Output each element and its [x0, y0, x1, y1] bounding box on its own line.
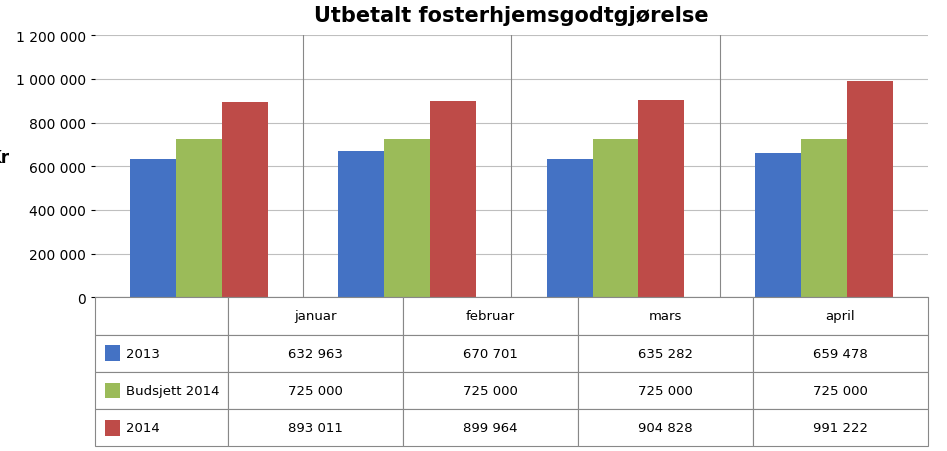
Bar: [338, 152, 384, 298]
Bar: [403, 372, 578, 410]
Bar: [228, 298, 403, 335]
Bar: [755, 154, 801, 298]
Bar: [222, 103, 268, 298]
Bar: [228, 410, 403, 446]
Text: 725 000: 725 000: [813, 384, 868, 397]
Bar: [105, 383, 119, 399]
Text: februar: februar: [466, 310, 515, 323]
Text: 899 964: 899 964: [463, 421, 518, 434]
Title: Utbetalt fosterhjemsgodtgjørelse: Utbetalt fosterhjemsgodtgjørelse: [314, 6, 708, 26]
Bar: [753, 410, 928, 446]
Text: 670 701: 670 701: [463, 347, 518, 360]
Text: Budsjett 2014: Budsjett 2014: [126, 384, 220, 397]
Bar: [403, 335, 578, 372]
Bar: [578, 298, 753, 335]
Bar: [578, 410, 753, 446]
Bar: [105, 420, 119, 436]
Text: 659 478: 659 478: [813, 347, 868, 360]
Bar: [638, 101, 685, 298]
Text: 2014: 2014: [126, 421, 160, 434]
Bar: [847, 82, 893, 298]
Bar: [228, 372, 403, 410]
Bar: [403, 410, 578, 446]
Text: 725 000: 725 000: [463, 384, 518, 397]
Text: 904 828: 904 828: [638, 421, 693, 434]
Text: 991 222: 991 222: [813, 421, 868, 434]
Bar: [753, 298, 928, 335]
Bar: [105, 345, 119, 361]
Text: mars: mars: [649, 310, 682, 323]
Bar: [228, 335, 403, 372]
Bar: [95, 335, 228, 372]
Text: 893 011: 893 011: [288, 421, 343, 434]
Bar: [95, 410, 228, 446]
Y-axis label: Kr: Kr: [0, 149, 9, 167]
Bar: [430, 101, 476, 298]
Bar: [546, 159, 593, 298]
Text: 725 000: 725 000: [638, 384, 693, 397]
Text: april: april: [826, 310, 855, 323]
Bar: [384, 140, 430, 298]
Text: 635 282: 635 282: [638, 347, 693, 360]
Text: 725 000: 725 000: [288, 384, 343, 397]
Bar: [593, 140, 638, 298]
Bar: [130, 160, 176, 298]
Bar: [753, 335, 928, 372]
Text: 632 963: 632 963: [288, 347, 343, 360]
Bar: [578, 335, 753, 372]
Bar: [95, 298, 228, 335]
Bar: [176, 140, 222, 298]
Bar: [578, 372, 753, 410]
Text: januar: januar: [295, 310, 337, 323]
Bar: [95, 372, 228, 410]
Bar: [801, 140, 847, 298]
Bar: [753, 372, 928, 410]
Bar: [403, 298, 578, 335]
Text: 2013: 2013: [126, 347, 160, 360]
